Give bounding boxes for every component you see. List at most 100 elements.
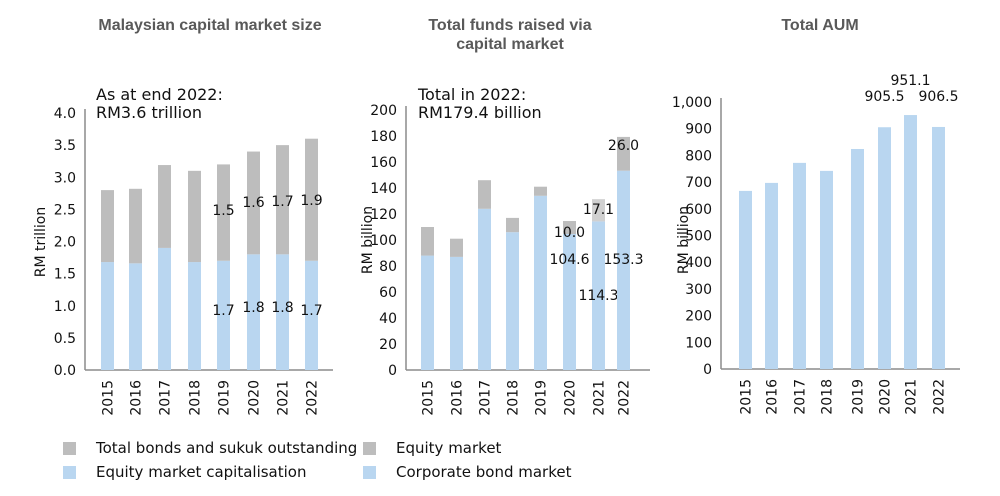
bar-blue <box>904 115 917 369</box>
y-tick-label: 900 <box>685 122 712 138</box>
bar-blue <box>421 255 434 370</box>
bar-grey <box>305 138 318 261</box>
x-tick-label: 2020 <box>563 380 579 416</box>
bar-grey <box>247 151 260 255</box>
bar-blue <box>739 190 752 369</box>
data-label: 1.5 <box>212 203 234 219</box>
y-tick-label: 60 <box>379 285 397 301</box>
x-tick-label: 2021 <box>904 379 920 415</box>
bar-blue <box>878 127 891 369</box>
x-tick-label: 2019 <box>534 380 550 416</box>
x-tick-label: 2022 <box>305 380 321 416</box>
x-tick-label: 2020 <box>247 380 263 416</box>
y-tick-label: 1,000 <box>672 95 712 111</box>
legend-label: Total bonds and sukuk outstanding <box>96 439 358 457</box>
chart1-annotation: As at end 2022: RM3.6 trillion <box>96 85 223 122</box>
bar-grey <box>158 165 171 248</box>
bar-blue <box>506 232 519 370</box>
x-tick-label: 2015 <box>101 380 117 416</box>
y-axis-title: RM billion <box>676 206 692 274</box>
data-label: 1.7 <box>300 303 322 319</box>
bar-grey <box>592 199 605 222</box>
y-tick-label: 160 <box>370 155 397 171</box>
data-label: 1.9 <box>300 193 322 209</box>
bar-blue <box>478 208 491 370</box>
y-axis-title: RM billion <box>360 206 376 274</box>
bar-blue <box>450 256 463 370</box>
legend-swatch-blue <box>63 465 76 479</box>
y-tick-label: 2.0 <box>54 235 76 251</box>
bar-blue <box>932 126 945 369</box>
bar-blue <box>101 262 114 370</box>
y-tick-label: 300 <box>685 282 712 298</box>
y-tick-label: 120 <box>370 207 397 223</box>
x-tick-label: 2017 <box>478 380 494 416</box>
y-tick-label: 500 <box>685 229 712 245</box>
bar-blue <box>617 170 630 370</box>
bar-grey <box>478 180 491 209</box>
x-tick-label: 2015 <box>421 380 437 416</box>
x-tick-label: 2017 <box>158 380 174 416</box>
bar-blue <box>592 221 605 370</box>
bar-grey <box>217 164 230 261</box>
y-tick-label: 80 <box>379 259 397 275</box>
bar-grey <box>506 217 519 233</box>
y-tick-label: 200 <box>370 103 397 119</box>
data-label: 26.0 <box>608 138 639 154</box>
data-label: 1.7 <box>271 194 293 210</box>
x-tick-label: 2020 <box>878 379 894 415</box>
y-tick-label: 40 <box>379 311 397 327</box>
chart3-svg: 0 100 200 300 400 500 600 700 800 900 1,000 RM bill… <box>672 73 960 415</box>
data-label: 114.3 <box>578 288 618 304</box>
y-tick-label: 3.0 <box>54 170 76 186</box>
y-tick-label: 0.0 <box>54 363 76 379</box>
y-tick-label: 200 <box>685 309 712 325</box>
chart1-svg: 0.0 0.5 1.0 1.5 2.0 2.5 3.0 3.5 4.0 RM trillion 20… <box>33 106 333 416</box>
y-tick-label: 2.5 <box>54 202 76 218</box>
chart3-title: Total AUM <box>781 17 859 34</box>
legend-label: Equity market capitalisation <box>96 463 307 481</box>
data-label: 951.1 <box>890 73 930 89</box>
bar-grey <box>563 221 576 235</box>
x-tick-label: 2015 <box>739 379 755 415</box>
bar-blue <box>534 195 547 370</box>
y-tick-label: 4.0 <box>54 106 76 122</box>
bar-grey <box>188 170 201 263</box>
bar-blue <box>217 260 230 370</box>
x-tick-label: 2018 <box>820 379 836 415</box>
bar-blue <box>158 247 171 370</box>
bar-blue <box>305 260 318 370</box>
y-tick-label: 20 <box>379 337 397 353</box>
bar-blue <box>563 234 576 370</box>
x-tick-label: 2019 <box>851 379 867 415</box>
legend-item: Equity market <box>363 436 571 460</box>
data-label: 906.5 <box>918 89 958 105</box>
x-tick-label: 2021 <box>276 380 292 416</box>
legend-label: Corporate bond market <box>396 463 572 481</box>
bar-blue <box>765 182 778 369</box>
x-tick-label: 2021 <box>592 380 608 416</box>
legend-item: Equity market capitalisation <box>63 460 357 484</box>
x-tick-label: 2022 <box>617 380 633 416</box>
y-tick-label: 100 <box>370 233 397 249</box>
legend-chart1: Total bonds and sukuk outstanding Equity… <box>63 436 357 484</box>
x-tick-label: 2016 <box>450 380 466 416</box>
data-label: 153.3 <box>603 252 643 268</box>
x-tick-label: 2016 <box>765 379 781 415</box>
bar-grey <box>421 227 434 256</box>
bar-grey <box>534 186 547 196</box>
bar-blue <box>247 254 260 370</box>
y-tick-label: 3.5 <box>54 138 76 154</box>
bar-grey <box>276 145 289 255</box>
data-label: 17.1 <box>583 202 614 218</box>
y-tick-label: 800 <box>685 148 712 164</box>
x-tick-label: 2018 <box>188 380 204 416</box>
y-tick-label: 1.0 <box>54 299 76 315</box>
legend-chart2: Equity market Corporate bond market <box>363 436 571 484</box>
y-tick-label: 140 <box>370 181 397 197</box>
y-tick-label: 0 <box>388 363 397 379</box>
x-tick-label: 2022 <box>932 379 948 415</box>
chart2-annotation: Total in 2022: RM179.4 billion <box>418 85 542 122</box>
y-axis-title: RM trillion <box>33 207 49 278</box>
bar-grey <box>450 238 463 257</box>
